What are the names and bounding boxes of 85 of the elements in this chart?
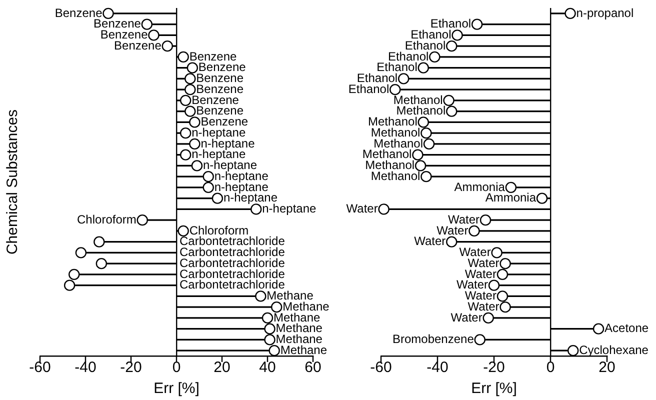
- point: [446, 106, 458, 117]
- category-label: Acetone: [604, 321, 649, 336]
- category-label: Chloroform: [77, 212, 136, 226]
- point: [271, 301, 282, 313]
- point: [141, 18, 153, 30]
- point: [420, 170, 432, 182]
- point: [420, 127, 432, 139]
- x-tick-label: 0: [546, 359, 555, 376]
- point: [102, 8, 114, 20]
- point: [178, 225, 189, 237]
- x-tick-label: -40: [426, 359, 448, 376]
- point: [262, 312, 274, 324]
- point: [474, 334, 486, 346]
- point: [446, 40, 458, 52]
- point: [202, 170, 214, 182]
- point: [68, 268, 80, 280]
- point: [148, 30, 160, 41]
- point: [452, 30, 463, 41]
- point: [180, 94, 192, 106]
- point: [390, 84, 401, 96]
- point: [496, 290, 508, 302]
- point: [564, 8, 576, 20]
- point: [178, 51, 189, 63]
- x-tick-label: 60: [304, 359, 322, 376]
- point: [264, 334, 276, 346]
- point: [536, 192, 548, 204]
- point: [488, 280, 500, 291]
- y-axis-title: Chemical Substances: [4, 109, 22, 255]
- x-tick-label: -20: [120, 359, 142, 376]
- x-tick-label: -20: [483, 359, 505, 376]
- point: [446, 236, 458, 248]
- point: [202, 182, 214, 194]
- x-tick-label: 20: [214, 359, 230, 376]
- point: [418, 62, 429, 74]
- category-label: Bromobenzene: [392, 332, 474, 346]
- point: [184, 73, 196, 84]
- point: [423, 138, 435, 150]
- point: [268, 344, 280, 356]
- point: [191, 160, 203, 172]
- point: [94, 236, 105, 248]
- point: [398, 73, 410, 84]
- point: [505, 182, 517, 194]
- point: [136, 214, 148, 226]
- point: [250, 204, 262, 215]
- point: [255, 290, 266, 302]
- point: [443, 94, 454, 106]
- point: [468, 225, 480, 237]
- point: [592, 323, 604, 334]
- point: [180, 149, 192, 160]
- point: [75, 247, 87, 258]
- x-tick-label: -40: [74, 359, 96, 376]
- point: [500, 301, 511, 313]
- point: [378, 204, 390, 215]
- x-tick-label: 40: [259, 359, 276, 376]
- category-label: Water: [346, 202, 378, 216]
- point: [414, 160, 426, 172]
- point: [212, 192, 224, 204]
- x-axis-title: Err [%]: [471, 380, 517, 398]
- point: [491, 247, 502, 258]
- point: [429, 51, 440, 63]
- point: [184, 84, 196, 96]
- x-tick-label: -60: [370, 359, 392, 376]
- point: [186, 62, 198, 74]
- point: [184, 106, 196, 117]
- point: [471, 18, 483, 30]
- point: [96, 258, 108, 270]
- point: [480, 214, 492, 226]
- point: [418, 116, 429, 128]
- category-label: n-propanol: [576, 6, 634, 20]
- x-tick-label: 20: [598, 359, 616, 376]
- x-tick-label: 0: [172, 359, 181, 376]
- category-label: Cyclohexane: [579, 342, 648, 357]
- x-axis-title: Err [%]: [154, 380, 200, 398]
- point: [189, 116, 200, 128]
- category-label: n-heptane: [262, 202, 316, 216]
- point: [64, 280, 76, 291]
- point: [496, 268, 508, 280]
- point: [482, 312, 494, 324]
- point: [162, 40, 173, 52]
- point: [264, 323, 276, 334]
- x-tick-label: -60: [29, 359, 51, 376]
- point: [568, 344, 579, 356]
- point: [180, 127, 192, 139]
- point: [412, 149, 424, 160]
- point: [500, 258, 511, 270]
